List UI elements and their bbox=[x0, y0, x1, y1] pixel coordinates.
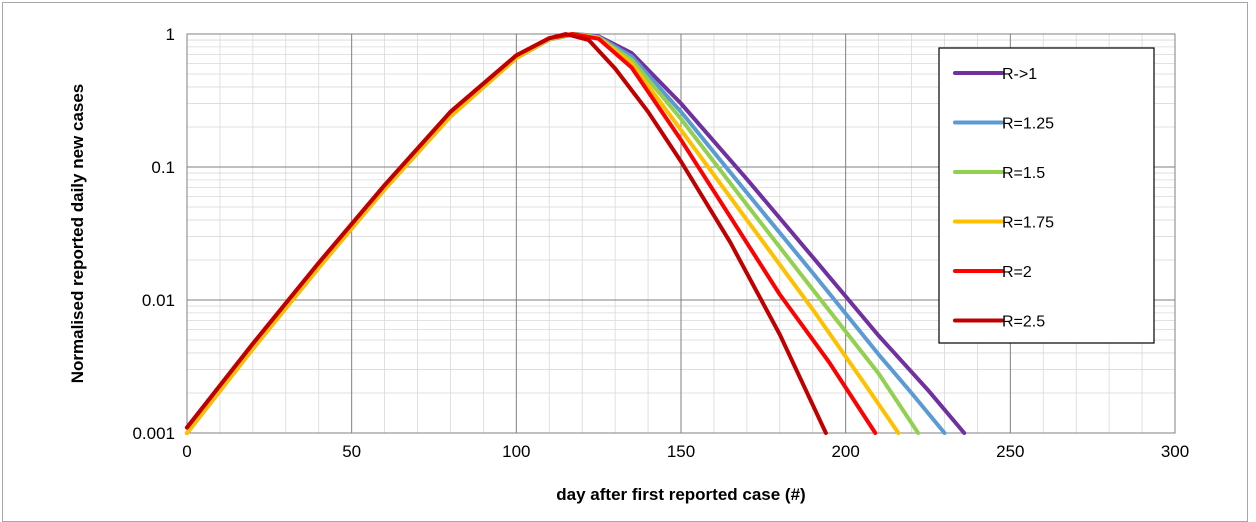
legend-label: R=2 bbox=[1002, 264, 1032, 281]
legend-label: R=2.5 bbox=[1002, 314, 1045, 331]
x-tick-label: 50 bbox=[342, 442, 361, 461]
legend-box bbox=[938, 47, 1155, 344]
x-tick-label: 100 bbox=[502, 442, 530, 461]
legend: R->1 R=1.25 R=1.5 R=1.75 R=2 R=2.5 bbox=[938, 47, 1155, 344]
x-axis-title: day after first reported case (#) bbox=[556, 485, 805, 504]
y-axis-title: Normalised reported daily new cases bbox=[68, 84, 87, 384]
log-line-chart: 0 50 100 150 200 250 300 0.001 0.01 0.1 1 day aft… bbox=[68, 25, 1189, 504]
series-line-R-1_5 bbox=[185, 32, 921, 435]
y-tick-label: 1 bbox=[166, 25, 175, 44]
legend-label: R=1.25 bbox=[1002, 116, 1054, 133]
y-tick-label: 0.01 bbox=[142, 291, 175, 310]
y-tick-label: 0.1 bbox=[151, 158, 175, 177]
x-tick-label: 0 bbox=[182, 442, 191, 461]
y-axis-tick-labels: 0.001 0.01 0.1 1 bbox=[132, 25, 175, 443]
y-tick-label: 0.001 bbox=[132, 424, 175, 443]
x-tick-label: 300 bbox=[1161, 442, 1189, 461]
plot-area-border bbox=[186, 33, 1176, 434]
series-line-R-2_5 bbox=[185, 32, 828, 435]
x-axis-tick-labels: 0 50 100 150 200 250 300 bbox=[182, 442, 1189, 461]
x-tick-label: 250 bbox=[996, 442, 1024, 461]
x-tick-label: 150 bbox=[667, 442, 695, 461]
legend-label: R=1.75 bbox=[1002, 215, 1054, 232]
legend-label: R=1.5 bbox=[1002, 165, 1045, 182]
series-lines bbox=[185, 32, 967, 435]
series-line-R-1_25 bbox=[185, 32, 947, 435]
series-line-R-1 bbox=[185, 32, 967, 435]
x-tick-label: 200 bbox=[831, 442, 859, 461]
legend-label: R->1 bbox=[1002, 66, 1037, 83]
series-line-R-2 bbox=[185, 32, 878, 435]
